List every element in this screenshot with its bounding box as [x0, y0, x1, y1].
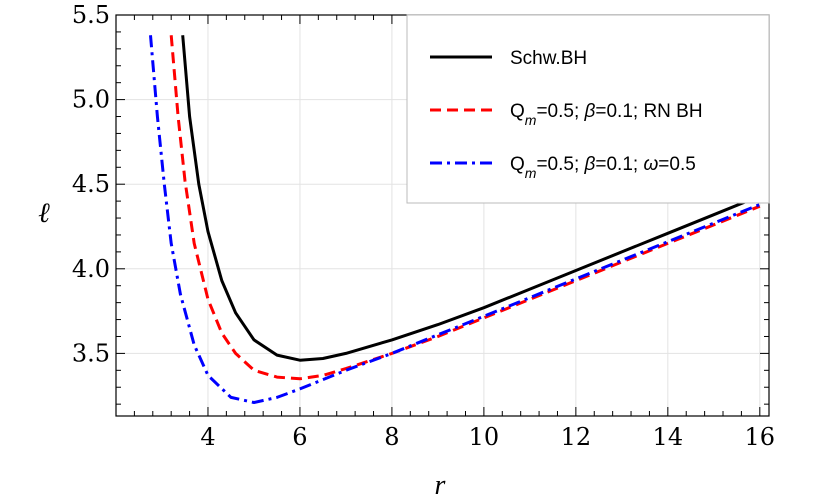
- x-tick-label: 8: [384, 423, 399, 451]
- series-layer: [149, 35, 761, 404]
- x-tick-label: 6: [292, 423, 307, 451]
- legend-label-3: Qm=0.5; β=0.1; ω=0.5: [510, 154, 696, 181]
- x-tick-label: 14: [653, 423, 684, 451]
- y-tick-label: 4.5: [72, 170, 110, 198]
- series-line-2: [169, 35, 761, 381]
- x-axis-title: r: [435, 470, 446, 501]
- legend-box: [406, 14, 770, 204]
- y-axis-title: ℓ: [38, 198, 50, 229]
- series-line-3: [149, 35, 761, 404]
- x-tick-label: 10: [469, 423, 500, 451]
- series-line-1: [181, 35, 761, 362]
- legend: Schw.BH Qm=0.5; β=0.1; RN BH Qm=0.5; β=0.1…: [406, 14, 770, 204]
- y-tick-label: 4.0: [72, 255, 110, 283]
- y-tick-label: 5.5: [72, 1, 110, 29]
- legend-label-2: Qm=0.5; β=0.1; RN BH: [510, 101, 703, 128]
- tick-labels: 4 6 8 10 12 14 16 3.5 4.0 4.5 5.0 5.5: [72, 1, 775, 451]
- y-tick-label: 3.5: [72, 339, 110, 367]
- x-tick-label: 4: [200, 423, 215, 451]
- legend-label-1: Schw.BH: [510, 48, 587, 69]
- x-tick-label: 12: [561, 423, 592, 451]
- x-tick-label: 16: [745, 423, 776, 451]
- y-tick-label: 5.0: [72, 86, 110, 114]
